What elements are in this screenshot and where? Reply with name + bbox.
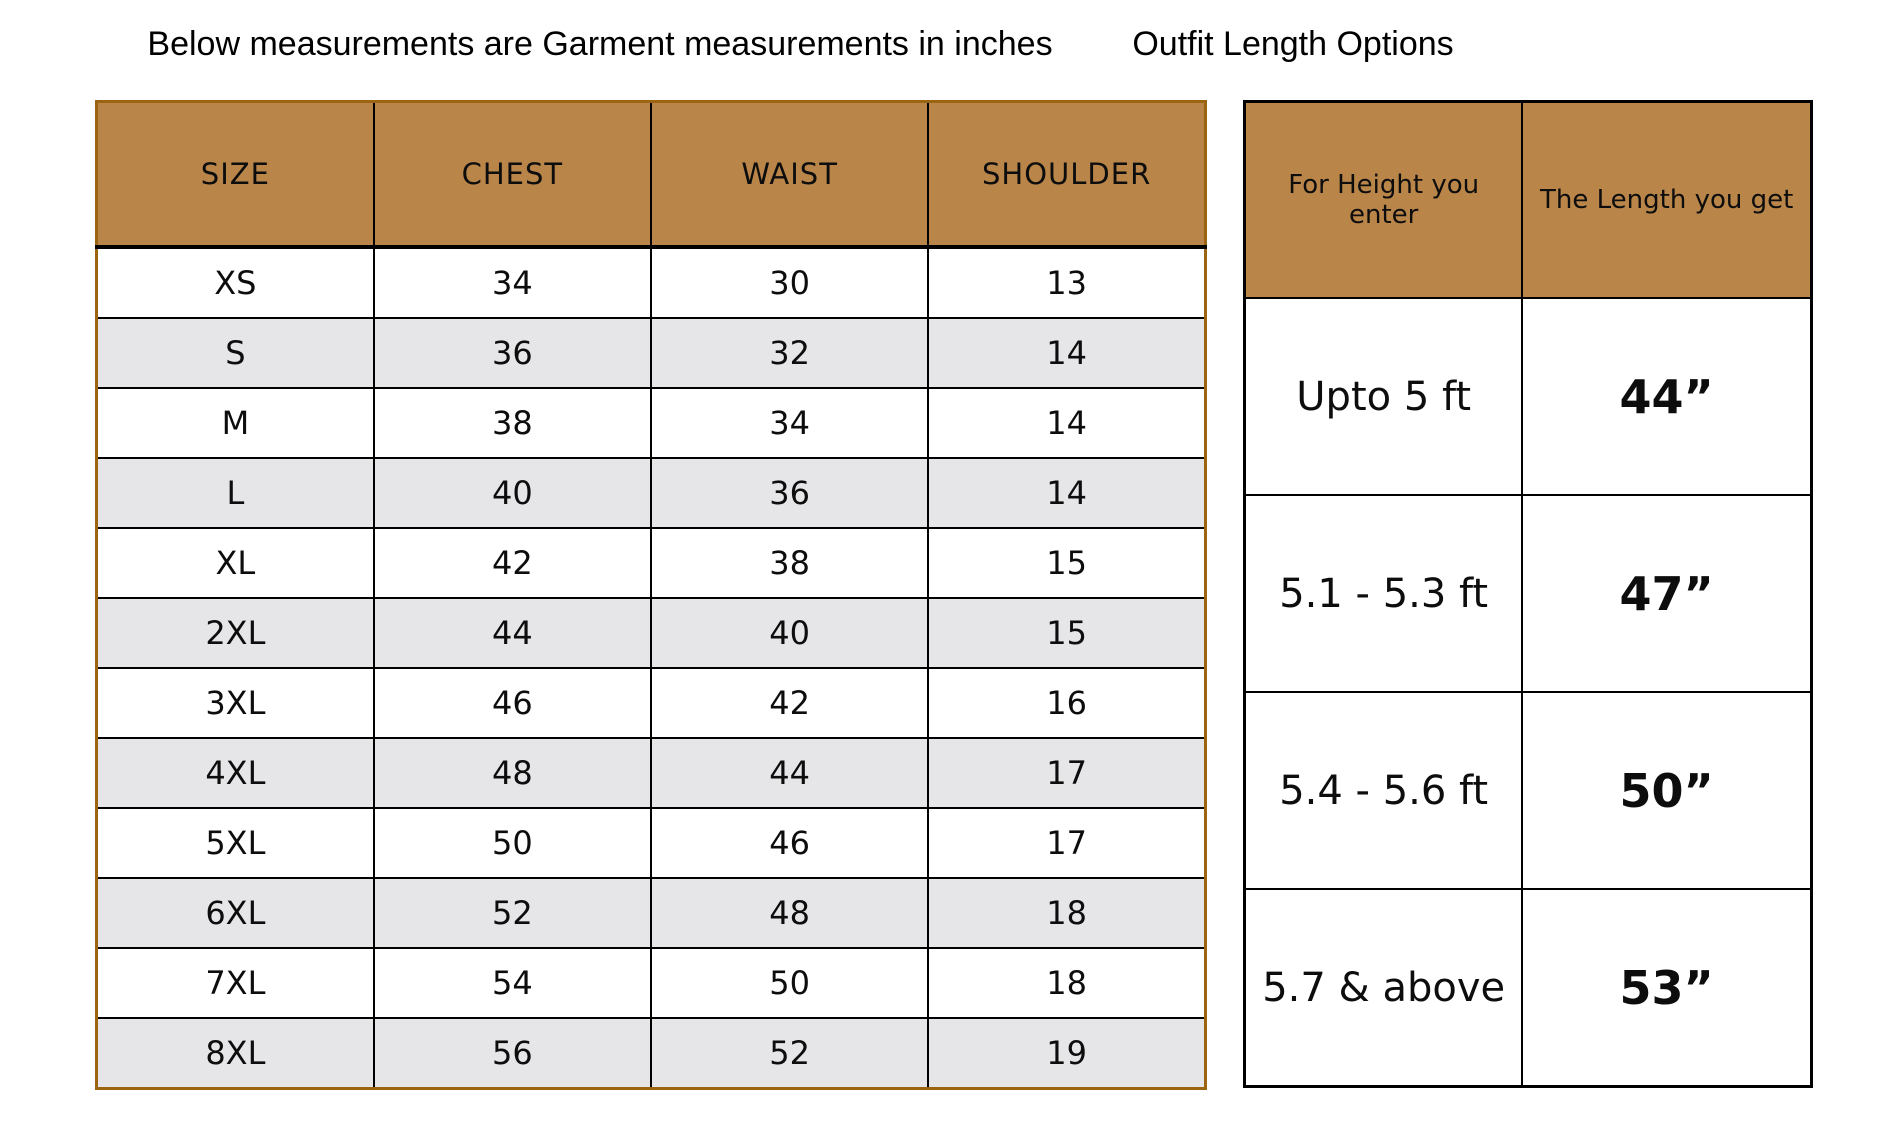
- size-cell: 5XL: [95, 807, 375, 879]
- shoulder-cell: 15: [927, 527, 1207, 599]
- table-row: 6XL 52 48 18: [95, 877, 1207, 949]
- shoulder-cell: 18: [927, 947, 1207, 1019]
- shoulder-column-header: SHOULDER: [927, 100, 1207, 249]
- length-cell: 50”: [1521, 691, 1813, 890]
- size-cell: XS: [95, 246, 375, 319]
- outfit-length-table: For Height you enter The Length you get …: [1243, 100, 1813, 1088]
- waist-cell: 42: [649, 667, 930, 739]
- waist-column-header: WAIST: [649, 100, 930, 249]
- shoulder-cell: 14: [927, 457, 1207, 529]
- chest-cell: 56: [372, 1017, 653, 1090]
- length-cell: 44”: [1521, 297, 1813, 496]
- size-cell: 3XL: [95, 667, 375, 739]
- waist-cell: 32: [649, 317, 930, 389]
- chest-cell: 52: [372, 877, 653, 949]
- size-cell: 4XL: [95, 737, 375, 809]
- table-row: 5XL 50 46 17: [95, 807, 1207, 879]
- size-cell: M: [95, 387, 375, 459]
- header-row: SIZE CHEST WAIST SHOULDER: [95, 100, 1207, 249]
- shoulder-cell: 14: [927, 317, 1207, 389]
- chest-cell: 42: [372, 527, 653, 599]
- table-row: 2XL 44 40 15: [95, 597, 1207, 669]
- shoulder-cell: 17: [927, 807, 1207, 879]
- height-range-cell: Upto 5 ft: [1243, 297, 1524, 496]
- chest-cell: 40: [372, 457, 653, 529]
- garment-size-table: SIZE CHEST WAIST SHOULDER XS 34 30 13 S …: [95, 100, 1207, 1090]
- chest-cell: 34: [372, 246, 653, 319]
- chest-cell: 44: [372, 597, 653, 669]
- shoulder-cell: 15: [927, 597, 1207, 669]
- length-cell: 47”: [1521, 494, 1813, 693]
- table-row: 7XL 54 50 18: [95, 947, 1207, 1019]
- table-row: M 38 34 14: [95, 387, 1207, 459]
- waist-cell: 34: [649, 387, 930, 459]
- size-cell: S: [95, 317, 375, 389]
- table-row: XL 42 38 15: [95, 527, 1207, 599]
- table-row: 5.7 & above 53”: [1243, 888, 1813, 1088]
- chest-cell: 46: [372, 667, 653, 739]
- shoulder-cell: 17: [927, 737, 1207, 809]
- shoulder-cell: 13: [927, 246, 1207, 319]
- size-cell: XL: [95, 527, 375, 599]
- table-row: L 40 36 14: [95, 457, 1207, 529]
- size-cell: 6XL: [95, 877, 375, 949]
- waist-cell: 40: [649, 597, 930, 669]
- table-row: 5.4 - 5.6 ft 50”: [1243, 691, 1813, 890]
- length-column-header: The Length you get: [1521, 100, 1813, 299]
- table-row: 3XL 46 42 16: [95, 667, 1207, 739]
- height-range-cell: 5.4 - 5.6 ft: [1243, 691, 1524, 890]
- size-cell: 8XL: [95, 1017, 375, 1090]
- waist-cell: 48: [649, 877, 930, 949]
- chest-cell: 48: [372, 737, 653, 809]
- waist-cell: 52: [649, 1017, 930, 1090]
- waist-cell: 50: [649, 947, 930, 1019]
- height-range-cell: 5.1 - 5.3 ft: [1243, 494, 1524, 693]
- header-row: For Height you enter The Length you get: [1243, 100, 1813, 299]
- table-row: S 36 32 14: [95, 317, 1207, 389]
- size-cell: 7XL: [95, 947, 375, 1019]
- garment-measurements-title: Below measurements are Garment measureme…: [147, 25, 1053, 63]
- waist-cell: 44: [649, 737, 930, 809]
- height-column-header: For Height you enter: [1243, 100, 1524, 299]
- shoulder-cell: 14: [927, 387, 1207, 459]
- waist-cell: 46: [649, 807, 930, 879]
- size-column-header: SIZE: [95, 100, 375, 249]
- table-row: Upto 5 ft 44”: [1243, 297, 1813, 496]
- chest-cell: 50: [372, 807, 653, 879]
- chest-cell: 54: [372, 947, 653, 1019]
- outfit-length-title: Outfit Length Options: [1132, 25, 1454, 63]
- table-row: 4XL 48 44 17: [95, 737, 1207, 809]
- shoulder-cell: 16: [927, 667, 1207, 739]
- height-range-cell: 5.7 & above: [1243, 888, 1524, 1088]
- size-cell: 2XL: [95, 597, 375, 669]
- waist-cell: 38: [649, 527, 930, 599]
- table-row: 5.1 - 5.3 ft 47”: [1243, 494, 1813, 693]
- table-row: XS 34 30 13: [95, 246, 1207, 319]
- waist-cell: 36: [649, 457, 930, 529]
- length-cell: 53”: [1521, 888, 1813, 1088]
- shoulder-cell: 18: [927, 877, 1207, 949]
- chest-cell: 38: [372, 387, 653, 459]
- chest-cell: 36: [372, 317, 653, 389]
- chest-column-header: CHEST: [372, 100, 653, 249]
- size-cell: L: [95, 457, 375, 529]
- shoulder-cell: 19: [927, 1017, 1207, 1090]
- table-row: 8XL 56 52 19: [95, 1017, 1207, 1090]
- waist-cell: 30: [649, 246, 930, 319]
